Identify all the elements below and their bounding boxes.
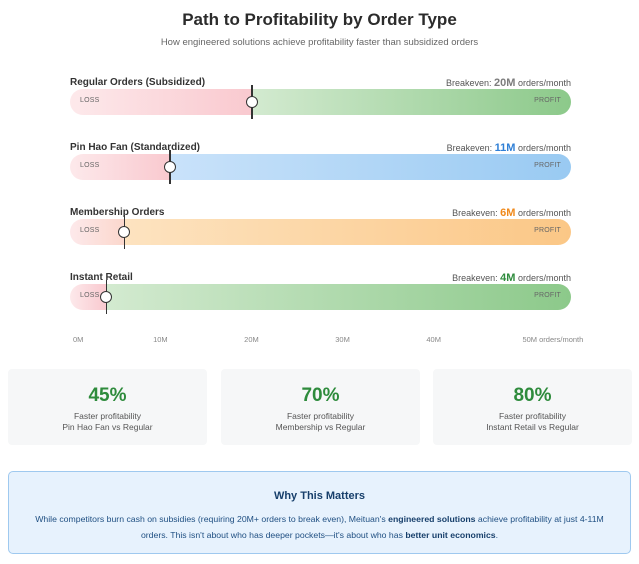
profit-label: PROFIT xyxy=(534,97,561,104)
row-label: Regular Orders (Subsidized) xyxy=(70,77,206,88)
profit-zone xyxy=(124,219,571,245)
profitability-bar: LOSS PROFIT xyxy=(70,219,571,245)
x-tick-label: 0M xyxy=(73,335,84,344)
why-emphasis: engineered solutions xyxy=(388,514,476,524)
why-title: Why This Matters xyxy=(273,490,366,502)
stat-caption: Faster profitability xyxy=(73,411,142,421)
breakeven-value: 6M xyxy=(500,207,516,219)
breakeven-unit: orders/month xyxy=(517,208,571,218)
profit-zone xyxy=(252,89,571,115)
x-tick-label: 10M xyxy=(153,335,168,344)
loss-label: LOSS xyxy=(80,97,100,104)
breakeven-prefix: Breakeven: xyxy=(446,143,493,153)
chart-row: Membership Orders Breakeven: 6M orders/mo… xyxy=(70,207,571,257)
loss-label: LOSS xyxy=(80,162,100,169)
loss-zone xyxy=(70,89,253,115)
chart-row: Regular Orders (Subsidized) Breakeven: 20… xyxy=(70,77,571,127)
x-axis: 0M 10M 20M 30M 40M 50M orders/month xyxy=(70,335,583,347)
stat-card-pin-hao-fan: 45% Faster profitability Pin Hao Fan vs … xyxy=(8,369,207,445)
profitability-bar: LOSS PROFIT xyxy=(70,284,571,310)
why-text-part: . xyxy=(495,530,499,540)
why-text-part: While competitors burn cash on subsidies… xyxy=(35,514,389,524)
loss-label: LOSS xyxy=(80,292,100,299)
breakeven-marker xyxy=(99,291,112,303)
profitability-bar: LOSS PROFIT xyxy=(70,89,571,115)
breakeven-marker xyxy=(163,161,176,173)
breakeven-value: 4M xyxy=(500,272,516,284)
stat-comparison: Instant Retail vs Regular xyxy=(486,422,579,432)
loss-zone xyxy=(70,219,125,245)
x-tick-label: 20M xyxy=(244,335,259,344)
x-tick-label: 30M xyxy=(335,335,350,344)
breakeven-prefix: Breakeven: xyxy=(452,273,498,283)
profit-label: PROFIT xyxy=(534,292,561,299)
profitability-bar: LOSS PROFIT xyxy=(70,154,571,180)
row-label: Membership Orders xyxy=(70,207,165,218)
loss-zone xyxy=(70,154,171,180)
chart-row: Pin Hao Fan (Standardized) Breakeven: 11M… xyxy=(70,142,571,192)
breakeven-value: 20M xyxy=(494,77,516,89)
breakeven-readout: Breakeven: 4M orders/month xyxy=(452,272,571,284)
profit-zone xyxy=(170,154,571,180)
breakeven-readout: Breakeven: 6M orders/month xyxy=(452,207,571,219)
stat-caption: Faster profitability xyxy=(286,411,355,421)
stat-comparison: Pin Hao Fan vs Regular xyxy=(62,422,153,432)
breakeven-value: 11M xyxy=(494,142,516,154)
why-emphasis: better unit economics xyxy=(405,530,496,540)
breakeven-unit: orders/month xyxy=(517,143,571,153)
profit-zone xyxy=(106,284,571,310)
chart-title: Path to Profitability by Order Type xyxy=(182,10,457,29)
breakeven-unit: orders/month xyxy=(517,78,571,88)
stat-value: 70% xyxy=(301,385,340,406)
why-this-matters-panel: Why This Matters While competitors burn … xyxy=(8,471,631,554)
stat-card-instant-retail: 80% Faster profitability Instant Retail … xyxy=(433,369,632,445)
profit-label: PROFIT xyxy=(534,162,561,169)
row-label: Instant Retail xyxy=(70,272,133,283)
x-tick-label: 50M orders/month xyxy=(522,335,584,344)
breakeven-marker xyxy=(118,226,131,238)
stat-card-membership: 70% Faster profitability Membership vs R… xyxy=(221,369,420,445)
breakeven-prefix: Breakeven: xyxy=(452,208,498,218)
stat-value: 45% xyxy=(88,385,127,406)
chart-row: Instant Retail Breakeven: 4M orders/month… xyxy=(70,272,571,322)
why-text-part: achieve profitability at just 4-11M orde… xyxy=(140,514,604,540)
row-label: Pin Hao Fan (Standardized) xyxy=(70,142,201,153)
loss-label: LOSS xyxy=(80,227,100,234)
breakeven-readout: Breakeven: 20M orders/month xyxy=(446,77,571,89)
why-body: While competitors burn cash on subsidies… xyxy=(29,511,610,543)
stat-value: 80% xyxy=(513,385,552,406)
breakeven-prefix: Breakeven: xyxy=(446,78,492,88)
breakeven-unit: orders/month xyxy=(517,273,571,283)
profit-label: PROFIT xyxy=(534,227,561,234)
stat-caption: Faster profitability xyxy=(498,411,567,421)
chart-subtitle: How engineered solutions achieve profita… xyxy=(160,37,479,48)
breakeven-readout: Breakeven: 11M orders/month xyxy=(447,142,571,154)
x-tick-label: 40M xyxy=(426,335,441,344)
stat-comparison: Membership vs Regular xyxy=(275,422,366,432)
breakeven-marker xyxy=(245,96,258,108)
